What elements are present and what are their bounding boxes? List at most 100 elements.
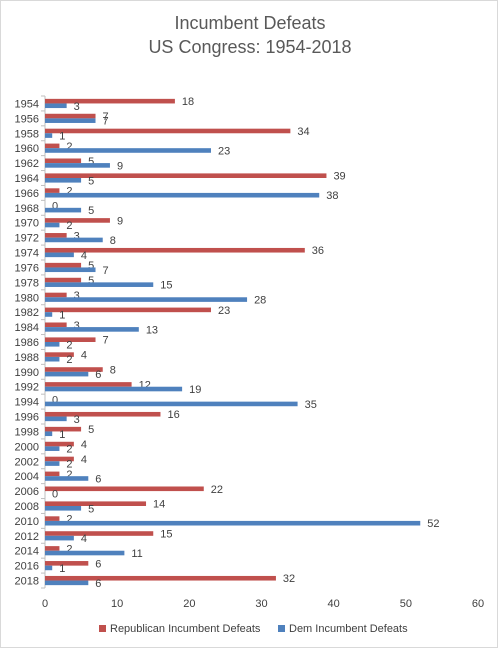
republican-bar: [45, 218, 110, 223]
legend: Republican Incumbent Defeats Dem Incumben…: [99, 623, 408, 635]
dem-bar: [45, 222, 60, 228]
dem-bar: [45, 506, 82, 511]
y-tick-label: 1954: [15, 98, 39, 110]
republican-bar: [45, 501, 147, 506]
y-tick-label: 1976: [15, 262, 39, 274]
republican-data-label: 3: [74, 290, 80, 302]
y-tick-label: 2004: [15, 471, 39, 483]
legend-swatch-dem: [278, 625, 285, 632]
dem-data-label: 2: [66, 339, 72, 351]
dem-data-label: 28: [254, 295, 266, 307]
y-tick-label: 1988: [15, 352, 39, 364]
y-tick-label: 1992: [15, 382, 39, 394]
dem-bar: [45, 207, 82, 213]
x-tick-label: 40: [328, 598, 340, 610]
dem-bar: [45, 476, 89, 481]
republican-bar: [45, 262, 82, 268]
dem-data-label: 6: [95, 473, 101, 485]
y-tick-label: 1984: [15, 322, 39, 334]
dem-bar: [45, 267, 96, 273]
republican-data-label: 8: [110, 365, 116, 377]
x-tick-label: 20: [183, 598, 195, 610]
republican-bar: [45, 575, 276, 581]
dem-data-label: 2: [66, 459, 72, 471]
dem-data-label: 2: [66, 220, 72, 232]
republican-bar: [45, 352, 74, 357]
republican-data-label: 0: [52, 201, 58, 213]
y-tick-label: 1962: [15, 158, 39, 170]
republican-bar: [45, 188, 60, 193]
republican-data-label: 7: [103, 111, 109, 123]
republican-data-label: 22: [211, 484, 223, 496]
dem-bar: [45, 282, 154, 287]
dem-data-label: 4: [81, 533, 87, 545]
dem-data-label: 8: [110, 235, 116, 247]
dem-data-label: 15: [160, 280, 172, 292]
y-tick-label: 1964: [15, 173, 39, 185]
dem-bar: [45, 401, 298, 407]
republican-bar: [45, 158, 82, 164]
dem-data-label: 1: [59, 563, 65, 575]
chart-title-line-2: US Congress: 1954-2018: [148, 37, 351, 57]
dem-data-label: 13: [146, 324, 158, 336]
y-tick-label: 1998: [15, 426, 39, 438]
republican-data-label: 16: [167, 409, 179, 421]
y-tick-label: 2008: [15, 501, 39, 513]
dem-data-label: 1: [59, 131, 65, 143]
republican-bar: [45, 277, 82, 283]
republican-data-label: 3: [74, 320, 80, 332]
republican-bar: [45, 173, 327, 178]
dem-data-label: 1: [59, 309, 65, 321]
dem-data-label: 38: [326, 190, 338, 202]
y-tick-label: 2018: [15, 576, 39, 588]
y-tick-label: 1996: [15, 412, 39, 424]
republican-bar: [45, 143, 60, 149]
y-tick-label: 1960: [15, 143, 39, 155]
x-tick-label: 50: [400, 598, 412, 610]
y-tick-label: 2002: [15, 456, 39, 468]
republican-bar: [45, 561, 89, 566]
republican-bar: [45, 426, 82, 432]
dem-bar: [45, 386, 183, 392]
dem-bar: [45, 550, 125, 556]
y-tick-label: 2006: [15, 486, 39, 498]
republican-data-label: 7: [103, 335, 109, 347]
republican-data-label: 4: [81, 350, 87, 362]
y-tick-label: 2012: [15, 531, 39, 543]
y-tick-label: 2016: [15, 561, 39, 573]
dem-bar: [45, 446, 60, 451]
y-tick-label: 1994: [15, 397, 39, 409]
republican-bar: [45, 411, 161, 417]
legend-label-republican: Republican Incumbent Defeats: [110, 623, 261, 635]
republican-bar: [45, 247, 305, 253]
dem-bar: [45, 565, 53, 571]
republican-bar: [45, 441, 74, 447]
dem-bar: [45, 520, 421, 526]
y-tick-label: 1956: [15, 113, 39, 125]
republican-bar: [45, 516, 60, 521]
republican-data-label: 39: [333, 171, 345, 183]
dem-bar: [45, 103, 67, 109]
republican-data-label: 23: [218, 305, 230, 317]
dem-bar: [45, 371, 89, 377]
dem-bar: [45, 148, 211, 153]
republican-bar: [45, 307, 211, 313]
republican-data-label: 2: [66, 186, 72, 198]
republican-data-label: 32: [283, 573, 295, 585]
republican-data-label: 2: [66, 514, 72, 526]
dem-data-label: 23: [218, 145, 230, 157]
republican-data-label: 5: [88, 424, 94, 436]
dem-bar: [45, 237, 103, 243]
dem-bar: [45, 312, 53, 317]
y-tick-label: 2014: [15, 546, 39, 558]
republican-bar: [45, 471, 60, 477]
dem-data-label: 9: [117, 160, 123, 172]
dem-data-label: 6: [95, 578, 101, 590]
republican-data-label: 9: [117, 215, 123, 227]
y-tick-label: 1974: [15, 248, 39, 260]
dem-data-label: 3: [74, 414, 80, 426]
dem-bar: [45, 118, 96, 123]
republican-data-label: 2: [66, 469, 72, 481]
